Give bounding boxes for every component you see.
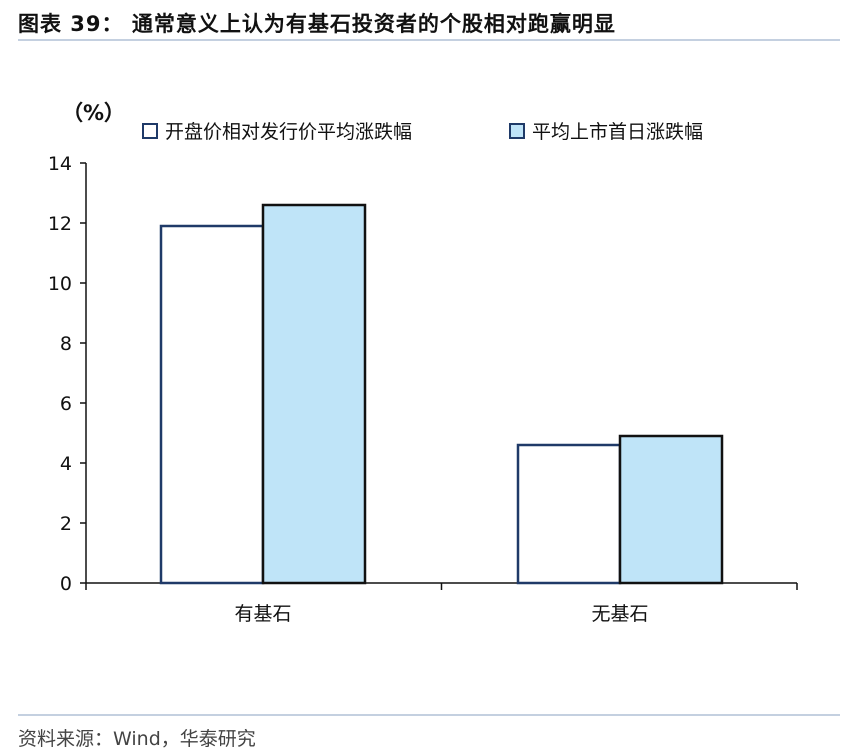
- y-tick-label: 6: [60, 393, 72, 415]
- x-tick-label: 无基石: [591, 603, 648, 625]
- bar-1-2: [516, 443, 622, 585]
- legend-label: 平均上市首日涨跌幅: [532, 121, 703, 143]
- y-tick-label: 4: [60, 453, 72, 475]
- figure-title: 图表 39： 通常意义上认为有基石投资者的个股相对跑赢明显: [18, 12, 616, 36]
- y-axis-unit: （%）: [62, 101, 125, 125]
- bar-1-1: [159, 224, 265, 585]
- legend-label: 开盘价相对发行价平均涨跌幅: [165, 121, 412, 143]
- legend-swatch: [142, 123, 158, 139]
- x-tick-label: 有基石: [234, 603, 291, 625]
- y-tick-label: 2: [60, 513, 72, 535]
- y-tick-label: 14: [48, 153, 72, 175]
- y-tick-label: 10: [48, 273, 72, 295]
- bar-2-2: [618, 434, 724, 585]
- y-tick-label: 12: [48, 213, 72, 235]
- bar-2-1: [261, 203, 367, 585]
- y-tick-label: 8: [60, 333, 72, 355]
- y-tick-label: 0: [60, 573, 72, 595]
- legend-swatch: [509, 123, 525, 139]
- source-note: 资料来源：Wind，华泰研究: [18, 728, 256, 750]
